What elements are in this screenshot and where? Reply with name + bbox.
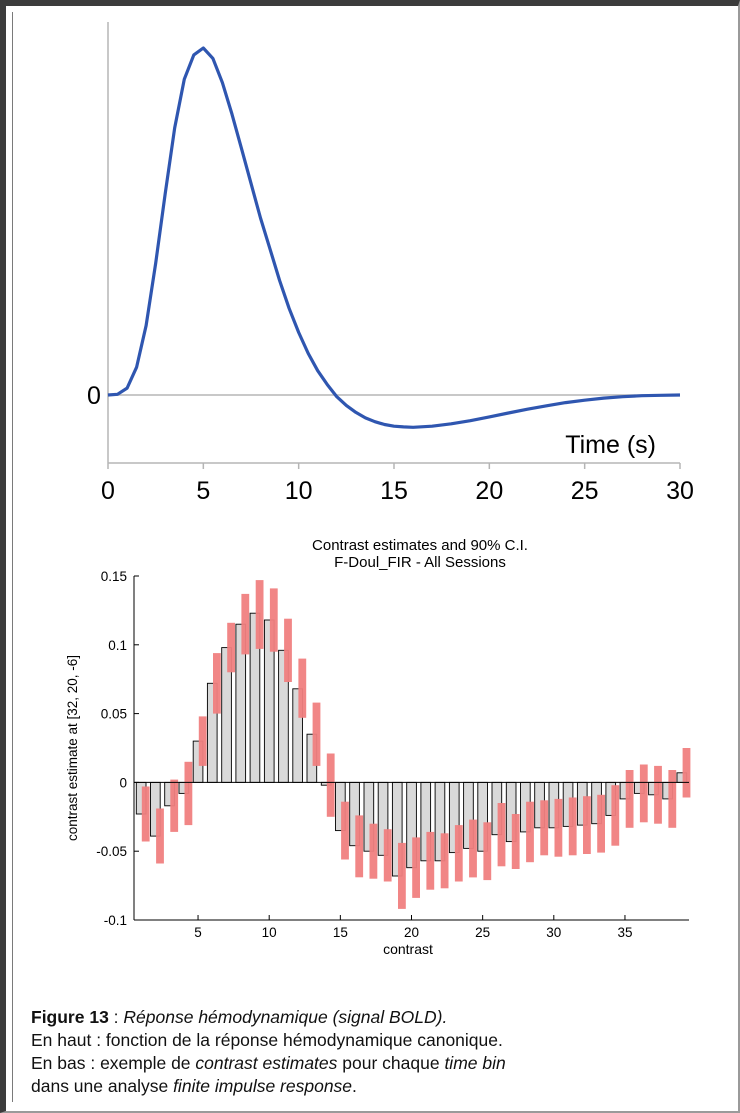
bar-chart-title: Contrast estimates and 90% C.I. — [312, 537, 528, 554]
ci-bar — [284, 618, 292, 682]
ci-bar — [554, 798, 563, 857]
ci-bar — [682, 748, 691, 798]
figure-caption: Figure 13 : Réponse hémodynamique (signa… — [31, 1006, 731, 1098]
hrf-x-tick-label: 30 — [666, 477, 694, 505]
hrf-x-tick-label: 0 — [101, 477, 115, 505]
hrf-x-axis-label: Time (s) — [565, 431, 656, 459]
ci-bar — [341, 801, 349, 860]
ci-bar — [298, 658, 307, 718]
caption-line-4a: dans une analyse — [31, 1076, 174, 1096]
ci-bar — [383, 829, 392, 882]
caption-line-3b: contrast estimates — [195, 1053, 338, 1073]
ci-bar — [227, 622, 235, 673]
ci-bar — [483, 822, 492, 881]
ci-bar — [440, 833, 449, 889]
bar-x-tick-label: 30 — [546, 925, 561, 940]
ci-bar — [312, 702, 321, 766]
caption-title: Réponse hémodynamique (signal BOLD). — [123, 1007, 448, 1027]
hrf-y-tick-label: 0 — [87, 382, 101, 410]
hrf-chart: 0 5 10 15 20 25 30 0 Time (s) — [87, 22, 694, 505]
ci-bar — [412, 837, 420, 898]
ci-bar — [497, 803, 506, 867]
ci-bar — [511, 814, 520, 869]
caption-line-2: En haut : fonction de la réponse hémodyn… — [31, 1030, 503, 1050]
ci-bar — [269, 588, 278, 652]
bar-x-tick-label: 5 — [194, 925, 202, 940]
bar-x-tick-label: 35 — [617, 925, 632, 940]
bar-y-tick-label: 0.1 — [108, 638, 127, 653]
hrf-x-tick-label: 5 — [196, 477, 210, 505]
ci-bar — [639, 764, 648, 823]
bar-x-axis-label: contrast — [383, 941, 433, 957]
caption-title-line: Figure 13 : Réponse hémodynamique (signa… — [31, 1006, 731, 1029]
caption-label: Figure 13 — [31, 1007, 109, 1027]
hrf-x-tick-label: 10 — [285, 477, 313, 505]
ci-bar — [540, 800, 549, 856]
ci-bar — [625, 770, 634, 828]
hrf-x-tick-label: 15 — [380, 477, 408, 505]
bar-y-tick-label: 0.15 — [101, 569, 127, 584]
ci-bar — [568, 797, 577, 856]
frame-inner-rule — [12, 12, 13, 1102]
ci-bar — [454, 825, 463, 882]
ci-bar — [170, 779, 179, 832]
ci-bar — [213, 653, 221, 714]
caption-line-4b: finite impulse response — [173, 1076, 353, 1096]
ci-bar — [526, 801, 534, 863]
caption-line-4: dans une analyse finite impulse response… — [31, 1075, 731, 1098]
caption-line-3a: En bas : exemple de — [31, 1053, 196, 1073]
ci-bar — [654, 765, 662, 824]
bar-x-tick-label: 15 — [333, 925, 348, 940]
hrf-curve — [107, 46, 681, 429]
ci-bar — [141, 786, 150, 842]
ci-bar — [241, 593, 250, 655]
bar-y-tick-label: 0.05 — [101, 707, 127, 722]
ci-bar — [326, 753, 335, 817]
ci-bar — [583, 796, 591, 854]
ci-bar — [198, 716, 207, 766]
ci-bar — [156, 808, 164, 864]
caption-line-3: En bas : exemple de contrast estimates p… — [31, 1052, 731, 1075]
bar-y-axis-label: contrast estimate at [32, 20, -6] — [65, 655, 80, 841]
bar-x-tick-label: 25 — [475, 925, 490, 940]
ci-bar — [355, 815, 364, 878]
bar-y-tick-label: -0.1 — [104, 913, 127, 928]
ci-bar — [469, 819, 477, 878]
ci-bar — [369, 823, 378, 879]
ci-bar — [597, 794, 605, 853]
hrf-x-tick-label: 20 — [475, 477, 503, 505]
ci-bar — [426, 831, 435, 890]
bar-y-tick-label: -0.05 — [96, 844, 127, 859]
contrast-chart: Contrast estimates and 90% C.I.F-Doul_FI… — [65, 537, 691, 957]
bar-y-tick-label: 0 — [119, 775, 127, 790]
ci-bar — [398, 842, 406, 909]
caption-line-3c: pour chaque — [337, 1053, 445, 1073]
bar-chart-subtitle: F-Doul_FIR - All Sessions — [334, 554, 506, 571]
ci-bar — [184, 761, 193, 826]
bar-x-tick-label: 20 — [404, 925, 419, 940]
caption-separator: : — [108, 1007, 124, 1027]
bar-x-tick-label: 10 — [262, 925, 277, 940]
caption-line-3d: time bin — [444, 1053, 506, 1073]
ci-bar — [611, 785, 620, 846]
caption-line-4c: . — [352, 1076, 357, 1096]
ci-bar — [668, 770, 677, 828]
ci-bar — [255, 580, 264, 649]
hrf-x-tick-label: 25 — [571, 477, 599, 505]
